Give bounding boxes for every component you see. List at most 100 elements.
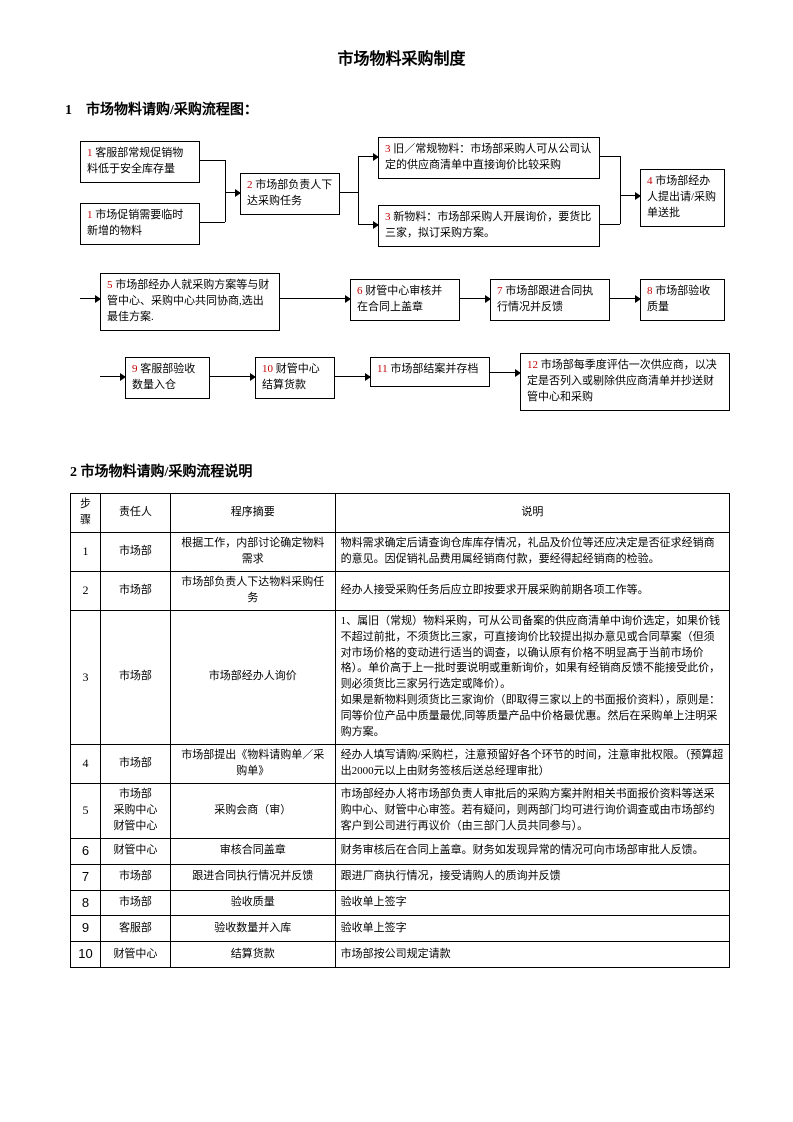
cell-desc: 跟进厂商执行情况，接受请购人的质询并反馈 bbox=[335, 864, 729, 890]
flow-node-index: 2 bbox=[247, 179, 255, 191]
flow-node-n7: 7 市场部跟进合同执行情况并反馈 bbox=[490, 279, 610, 321]
cell-summary: 验收数量并入库 bbox=[170, 916, 335, 942]
flow-arrow bbox=[200, 160, 225, 161]
table-header-cell: 责任人 bbox=[100, 494, 170, 533]
flow-node-n12: 12 市场部每季度评估一次供应商，以决定是否列入或剔除供应商清单并抄送财管中心和… bbox=[520, 353, 730, 411]
table-row: 8市场部验收质量验收单上签字 bbox=[71, 890, 730, 916]
table-header-row: 步骤责任人程序摘要说明 bbox=[71, 494, 730, 533]
table-header-cell: 说明 bbox=[335, 494, 729, 533]
flow-node-n4: 4 市场部经办人提出请/采购单送批 bbox=[640, 169, 725, 227]
flow-node-index: 11 bbox=[377, 363, 390, 375]
cell-responsible: 市场部 bbox=[100, 610, 170, 745]
cell-summary: 市场部负责人下达物料采购任务 bbox=[170, 571, 335, 610]
cell-desc: 财务审核后在合同上盖章。财务如发现异常的情况可向市场部审批人反馈。 bbox=[335, 838, 729, 864]
table-row: 5市场部 采购中心 财管中心采购会商（审）市场部经办人将市场部负责人审批后的采购… bbox=[71, 784, 730, 839]
table-row: 7市场部跟进合同执行情况并反馈跟进厂商执行情况，接受请购人的质询并反馈 bbox=[71, 864, 730, 890]
process-table: 步骤责任人程序摘要说明 1市场部根据工作，内部讨论确定物料需求物料需求确定后请查… bbox=[70, 493, 730, 968]
table-row: 6财管中心审核合同盖章财务审核后在合同上盖章。财务如发现异常的情况可向市场部审批… bbox=[71, 838, 730, 864]
flow-arrow bbox=[620, 195, 640, 196]
cell-responsible: 财管中心 bbox=[100, 838, 170, 864]
flow-node-index: 1 bbox=[87, 147, 95, 159]
table-row: 2市场部市场部负责人下达物料采购任务经办人接受采购任务后应立即按要求开展采购前期… bbox=[71, 571, 730, 610]
cell-step: 4 bbox=[71, 745, 101, 784]
flow-arrow bbox=[210, 376, 255, 377]
flow-connector bbox=[225, 160, 226, 222]
cell-responsible: 市场部 bbox=[100, 571, 170, 610]
section-1-heading: 1 市场物料请购/采购流程图： bbox=[65, 99, 733, 119]
cell-summary: 采购会商（审） bbox=[170, 784, 335, 839]
cell-responsible: 市场部 bbox=[100, 532, 170, 571]
flow-node-n2: 2 市场部负责人下达采购任务 bbox=[240, 173, 340, 215]
flow-arrow bbox=[610, 298, 640, 299]
flow-arrow bbox=[100, 376, 125, 377]
flow-node-n6: 6 财管中心审核并在合同上盖章 bbox=[350, 279, 460, 321]
table-row: 9客服部验收数量并入库验收单上签字 bbox=[71, 916, 730, 942]
page-title: 市场物料采购制度 bbox=[70, 45, 733, 69]
flow-arrow bbox=[280, 298, 350, 299]
flow-connector bbox=[620, 156, 621, 224]
cell-desc: 验收单上签字 bbox=[335, 890, 729, 916]
table-header-cell: 步骤 bbox=[71, 494, 101, 533]
flow-arrow bbox=[358, 156, 378, 157]
cell-responsible: 市场部 bbox=[100, 890, 170, 916]
flow-node-n8: 8 市场部验收质量 bbox=[640, 279, 725, 321]
cell-desc: 市场部按公司规定请款 bbox=[335, 942, 729, 968]
cell-responsible: 客服部 bbox=[100, 916, 170, 942]
flow-node-index: 10 bbox=[262, 363, 276, 375]
flow-arrow bbox=[200, 222, 225, 223]
flow-arrow bbox=[358, 224, 378, 225]
flow-connector bbox=[358, 156, 359, 224]
cell-step: 8 bbox=[71, 890, 101, 916]
flow-node-index: 8 bbox=[647, 285, 655, 297]
flow-node-index: 7 bbox=[497, 285, 505, 297]
cell-responsible: 市场部 bbox=[100, 864, 170, 890]
cell-desc: 市场部经办人将市场部负责人审批后的采购方案并附相关书面报价资料等送采购中心、财管… bbox=[335, 784, 729, 839]
flow-arrow bbox=[225, 192, 240, 193]
flow-arrow bbox=[340, 192, 358, 193]
table-row: 10财管中心结算货款市场部按公司规定请款 bbox=[71, 942, 730, 968]
cell-responsible: 市场部 bbox=[100, 745, 170, 784]
cell-summary: 结算货款 bbox=[170, 942, 335, 968]
flow-node-index: 3 bbox=[385, 143, 393, 155]
cell-desc: 物料需求确定后请查询仓库库存情况，礼品及价位等还应决定是否征求经销商的意见。因促… bbox=[335, 532, 729, 571]
flow-arrow bbox=[335, 376, 370, 377]
flow-node-index: 5 bbox=[107, 279, 115, 291]
flow-node-index: 12 bbox=[527, 359, 541, 371]
flow-node-index: 6 bbox=[357, 285, 365, 297]
flow-node-n1b: 1 市场促销需要临时新增的物料 bbox=[80, 203, 200, 245]
cell-responsible: 市场部 采购中心 财管中心 bbox=[100, 784, 170, 839]
cell-responsible: 财管中心 bbox=[100, 942, 170, 968]
cell-desc: 1、属旧（常规）物料采购，可从公司备案的供应商清单中询价选定，如果价钱不超过前批… bbox=[335, 610, 729, 745]
cell-summary: 审核合同盖章 bbox=[170, 838, 335, 864]
flow-arrow bbox=[490, 372, 520, 373]
flow-arrow bbox=[460, 298, 490, 299]
table-row: 1市场部根据工作，内部讨论确定物料需求物料需求确定后请查询仓库库存情况，礼品及价… bbox=[71, 532, 730, 571]
flow-node-n3a: 3 旧／常规物料：市场部采购人可从公司认定的供应商清单中直接询价比较采购 bbox=[378, 137, 600, 179]
section-2-heading: 2 市场物料请购/采购流程说明 bbox=[70, 461, 733, 481]
flow-node-index: 9 bbox=[132, 363, 140, 375]
flow-node-n10: 10 财管中心结算货款 bbox=[255, 357, 335, 399]
flow-arrow bbox=[600, 224, 620, 225]
cell-step: 9 bbox=[71, 916, 101, 942]
flow-node-index: 4 bbox=[647, 175, 655, 187]
cell-step: 10 bbox=[71, 942, 101, 968]
cell-step: 5 bbox=[71, 784, 101, 839]
cell-desc: 验收单上签字 bbox=[335, 916, 729, 942]
flow-node-n1a: 1 客服部常规促销物料低于安全库存量 bbox=[80, 141, 200, 183]
cell-summary: 根据工作，内部讨论确定物料需求 bbox=[170, 532, 335, 571]
table-row: 3市场部市场部经办人询价1、属旧（常规）物料采购，可从公司备案的供应商清单中询价… bbox=[71, 610, 730, 745]
cell-step: 7 bbox=[71, 864, 101, 890]
cell-step: 1 bbox=[71, 532, 101, 571]
flow-node-n9: 9 客服部验收数量入仓 bbox=[125, 357, 210, 399]
table-header-cell: 程序摘要 bbox=[170, 494, 335, 533]
flow-node-n5: 5 市场部经办人就采购方案等与财管中心、采购中心共同协商,选出最佳方案. bbox=[100, 273, 280, 331]
flow-node-index: 1 bbox=[87, 209, 95, 221]
table-row: 4市场部市场部提出《物料请购单／采购单》经办人填写请购/采购栏，注意预留好各个环… bbox=[71, 745, 730, 784]
cell-desc: 经办人填写请购/采购栏，注意预留好各个环节的时间，注意审批权限。（预算超出200… bbox=[335, 745, 729, 784]
flow-arrow bbox=[80, 298, 100, 299]
flow-node-index: 3 bbox=[385, 211, 393, 223]
cell-desc: 经办人接受采购任务后应立即按要求开展采购前期各项工作等。 bbox=[335, 571, 729, 610]
flow-node-n3b: 3 新物料：市场部采购人开展询价，要货比三家，拟订采购方案。 bbox=[378, 205, 600, 247]
flowchart: 1 客服部常规促销物料低于安全库存量 1 市场促销需要临时新增的物料 2 市场部负责… bbox=[70, 131, 730, 451]
flow-node-n11: 11 市场部结案并存档 bbox=[370, 357, 490, 387]
